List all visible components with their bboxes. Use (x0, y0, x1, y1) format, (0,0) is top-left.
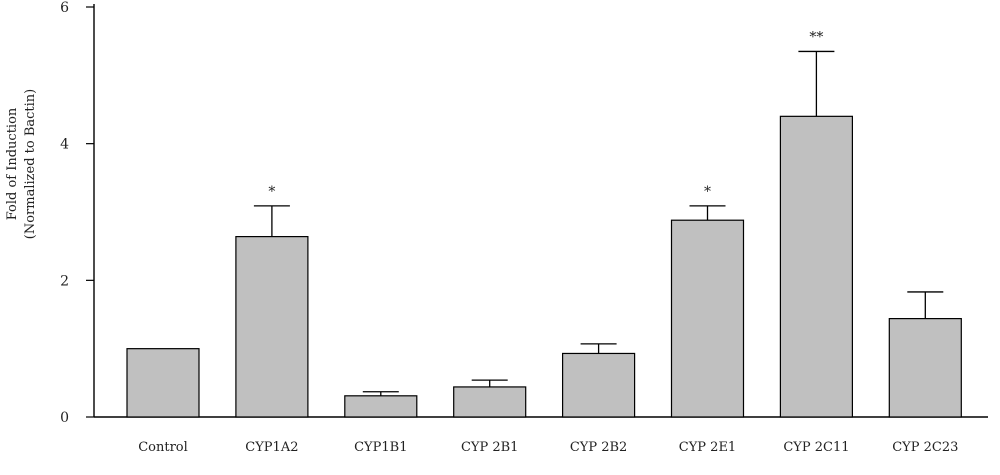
y-tick-label: 4 (60, 137, 69, 153)
bar (235, 236, 309, 418)
bar (670, 219, 745, 418)
y-axis-label: Fold of Induction (Normalized to Bactin) (5, 89, 38, 239)
bar (453, 386, 527, 418)
x-tick-label: CYP1B1 (354, 440, 407, 455)
significance-marker: * (268, 184, 275, 200)
x-tick-label: CYP1A2 (245, 440, 298, 455)
x-tick-label: CYP 2B1 (461, 440, 519, 455)
y-axis-label-line: Fold of Induction (5, 107, 20, 220)
bar (779, 115, 854, 418)
bar (888, 318, 962, 418)
y-ticks: 0 2 4 6 (60, 0, 94, 426)
x-tick-labels: Control CYP1A2 CYP1B1 CYP 2B1 CYP 2B2 CYP 2E1… (138, 440, 958, 455)
x-tick-label: CYP 2C11 (783, 440, 849, 455)
axes (93, 4, 988, 418)
x-tick-label: CYP 2C23 (892, 440, 958, 455)
x-tick-label: Control (138, 440, 188, 455)
significance-marker: * (704, 184, 711, 200)
y-tick-label: 2 (60, 273, 69, 289)
y-tick-label: 6 (60, 0, 69, 16)
error-bars (253, 50, 944, 396)
bar (344, 395, 418, 418)
bar (561, 352, 636, 418)
y-axis-label-line: (Normalized to Bactin) (23, 89, 38, 239)
significance-marker: ** (809, 29, 823, 45)
bar (126, 348, 200, 418)
y-tick-label: 0 (60, 410, 69, 426)
x-tick-label: CYP 2B2 (570, 440, 628, 455)
x-tick-label: CYP 2E1 (679, 440, 736, 455)
bars (126, 115, 962, 418)
significance-markers: * *** (268, 29, 823, 199)
